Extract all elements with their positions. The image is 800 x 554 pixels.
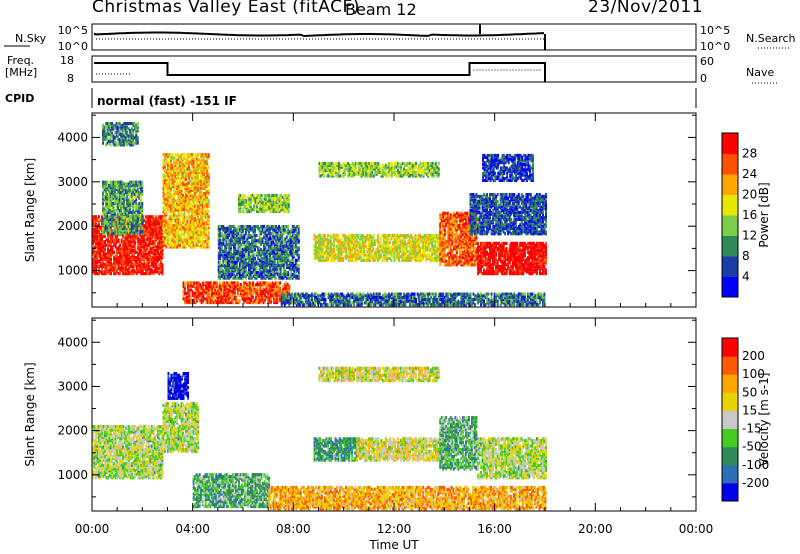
y-tick-label-power-4000: 4000: [57, 130, 88, 144]
y-tick-label-velocity-1000: 1000: [57, 468, 88, 482]
colorbar-swatch-velocity-4: [722, 410, 738, 429]
colorbar-swatch-power-3: [722, 215, 738, 236]
colorbar-tick-power-0: 4: [742, 270, 750, 284]
colorbar-tick-velocity-6: -100: [742, 458, 769, 472]
nsky-trace: [93, 31, 545, 38]
panel-velocity: [92, 366, 547, 511]
freq-strip-frame: [91, 55, 697, 83]
nave-tick-bottom: 0: [700, 72, 707, 85]
nsearch-tick-bottom: 10^0: [700, 40, 730, 53]
colorbar-tick-velocity-4: -15: [742, 422, 762, 436]
colorbar-swatch-power-1: [722, 256, 738, 277]
y-axis-label-power: Slant Range [km]: [23, 158, 37, 262]
panel-power: [92, 122, 547, 307]
colorbar-swatch-power-6: [722, 153, 738, 175]
x-tick-label-6: 00:00: [679, 522, 714, 536]
nsky-tick-bottom: 10^0: [58, 40, 88, 53]
nsky-label: N.Sky: [15, 32, 47, 45]
chart-title: Christmas Valley East (fitACF): [92, 0, 360, 17]
y-tick-label-velocity-4000: 4000: [57, 335, 88, 349]
nsearch-tick-top: 10^5: [700, 24, 730, 37]
colorbar-swatch-velocity-6: [722, 374, 738, 393]
colorbar-tick-velocity-7: -200: [742, 476, 769, 490]
nave-label: Nave: [746, 66, 774, 79]
colorbar-swatch-velocity-0: [722, 482, 738, 502]
colorbar-tick-velocity-0: 200: [742, 349, 765, 363]
colorbar-tick-power-3: 16: [742, 208, 757, 222]
x-tick-label-3: 12:00: [377, 522, 412, 536]
colorbar-label-velocity: Velocity [m s-1]: [757, 373, 771, 467]
y-tick-label-power-1000: 1000: [57, 264, 88, 278]
nave-tick-top: 60: [700, 55, 714, 68]
colorbar-tick-power-6: 28: [742, 147, 757, 161]
freq-trace: [94, 62, 546, 82]
nsearch-label: N.Search: [746, 32, 796, 45]
x-tick-label-5: 20:00: [578, 522, 613, 536]
colorbar-swatch-power-7: [722, 133, 738, 154]
nsky-tick-top: 10^5: [58, 24, 88, 37]
colorbar-swatch-velocity-7: [722, 356, 738, 375]
colorbar-swatch-velocity-2: [722, 446, 738, 466]
colorbar-tick-power-1: 8: [742, 249, 750, 263]
beam-label: Beam 12: [345, 0, 417, 19]
colorbar-label-power: Power [dB]: [757, 182, 771, 247]
freq-label-line1: Freq.: [7, 54, 34, 67]
colorbar-tick-power-5: 24: [742, 167, 757, 181]
colorbar-tick-power-4: 20: [742, 188, 757, 202]
freq-tick-top: 18: [60, 54, 74, 67]
freq-label-line2: [MHz]: [5, 66, 37, 79]
y-axis-label-velocity: Slant Range [km]: [23, 362, 37, 466]
colorbar-frame-power: [721, 132, 739, 298]
colorbar-swatch-velocity-1: [722, 464, 738, 484]
y-tick-label-velocity-2000: 2000: [57, 424, 88, 438]
colorbar-tick-velocity-5: -50: [742, 440, 762, 454]
colorbar-tick-velocity-1: 100: [742, 367, 765, 381]
colorbar-swatch-velocity-8: [722, 338, 738, 357]
x-tick-label-2: 08:00: [276, 522, 311, 536]
colorbar-frame-velocity: [721, 337, 739, 502]
colorbar-swatch-velocity-3: [722, 428, 738, 448]
colorbar-swatch-power-4: [722, 194, 738, 216]
cpid-label: CPID: [5, 92, 34, 105]
y-tick-label-power-3000: 3000: [57, 175, 88, 189]
x-tick-label-0: 00:00: [75, 522, 110, 536]
colorbar-swatch-power-2: [722, 235, 738, 257]
nsky-strip-frame: [91, 23, 697, 51]
colorbar-tick-velocity-3: 15: [742, 403, 757, 417]
colorbar-tick-velocity-2: 50: [742, 385, 757, 399]
colorbar-swatch-power-0: [722, 276, 738, 298]
colorbar-tick-power-2: 12: [742, 229, 757, 243]
freq-tick-bottom: 8: [67, 72, 74, 85]
x-axis-label: Time UT: [368, 538, 419, 552]
x-tick-label-1: 04:00: [175, 522, 210, 536]
y-tick-label-power-2000: 2000: [57, 219, 88, 233]
cpid-value: normal (fast) -151 IF: [97, 94, 237, 108]
colorbar-swatch-power-5: [722, 174, 738, 195]
date-label: 23/Nov/2011: [588, 0, 704, 17]
y-tick-label-velocity-3000: 3000: [57, 379, 88, 393]
colorbar-swatch-velocity-5: [722, 392, 738, 411]
x-tick-label-4: 16:00: [477, 522, 512, 536]
